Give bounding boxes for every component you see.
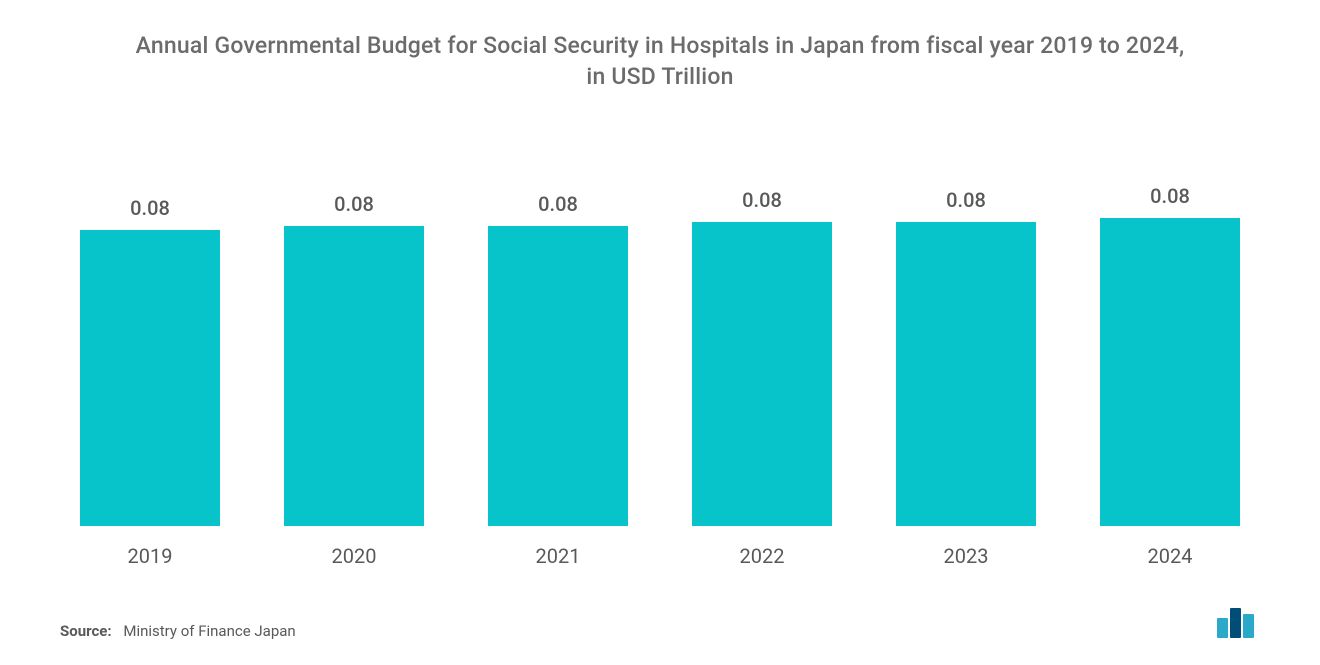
chart-title: Annual Governmental Budget for Social Se…	[135, 30, 1185, 92]
source-text: Ministry of Finance Japan	[123, 622, 295, 640]
bar-group-2019: 0.08 2019	[80, 196, 220, 568]
bar-category-label: 2022	[740, 544, 785, 568]
bar-group-2020: 0.08 2020	[284, 192, 424, 568]
bar	[488, 226, 628, 526]
bar	[692, 222, 832, 526]
bar-group-2021: 0.08 2021	[488, 192, 628, 568]
logo-bar-icon	[1230, 608, 1241, 638]
logo-bar-icon	[1217, 618, 1228, 638]
source-label: Source:	[60, 622, 112, 640]
chart-container: Annual Governmental Budget for Social Se…	[0, 0, 1320, 665]
bar-group-2024: 0.08 2024	[1100, 184, 1240, 568]
bar	[896, 222, 1036, 526]
bar-value: 0.08	[1150, 184, 1190, 208]
bar-value: 0.08	[538, 192, 578, 216]
bar-category-label: 2021	[536, 544, 581, 568]
bar-category-label: 2024	[1148, 544, 1193, 568]
bar-group-2023: 0.08 2023	[896, 188, 1036, 568]
logo-bar-icon	[1243, 614, 1254, 638]
bar	[80, 230, 220, 526]
brand-logo	[1217, 608, 1260, 640]
bar-value: 0.08	[946, 188, 986, 212]
bar	[284, 226, 424, 526]
source-citation: Source: Ministry of Finance Japan	[60, 622, 296, 640]
bar	[1100, 218, 1240, 526]
bar-value: 0.08	[334, 192, 374, 216]
bar-category-label: 2023	[944, 544, 989, 568]
bar-category-label: 2019	[128, 544, 173, 568]
footer-row: Source: Ministry of Finance Japan	[50, 588, 1270, 645]
bar-group-2022: 0.08 2022	[692, 188, 832, 568]
bar-category-label: 2020	[332, 544, 377, 568]
bar-value: 0.08	[742, 188, 782, 212]
plot-area: 0.08 2019 0.08 2020 0.08 2021 0.08 2022 …	[50, 152, 1270, 568]
bar-value: 0.08	[130, 196, 170, 220]
